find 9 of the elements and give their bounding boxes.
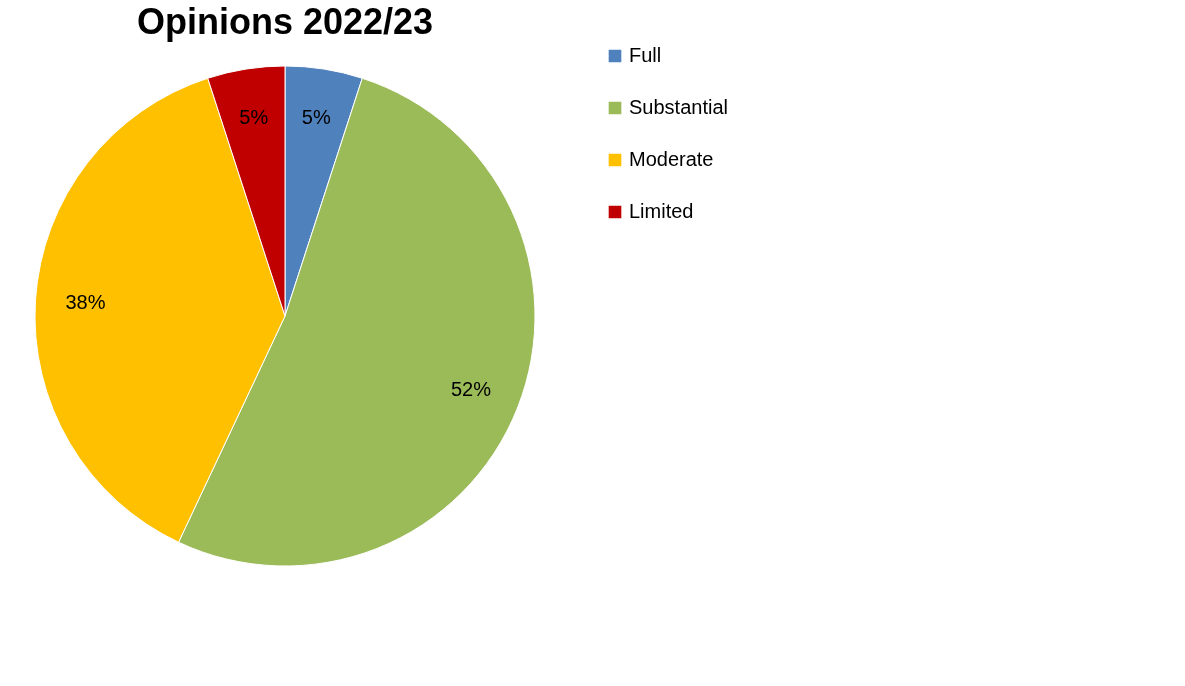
data-label: 52% xyxy=(450,377,492,400)
legend-label: Full xyxy=(629,44,662,66)
legend-label: Moderate xyxy=(629,148,714,170)
chart-title: Opinions 2022/23 xyxy=(136,1,434,42)
data-label: 38% xyxy=(65,291,106,314)
legend-label: Limited xyxy=(629,200,694,222)
legend-label: Substantial xyxy=(629,96,728,118)
data-label: 5% xyxy=(301,106,331,129)
data-label: 5% xyxy=(239,106,269,129)
